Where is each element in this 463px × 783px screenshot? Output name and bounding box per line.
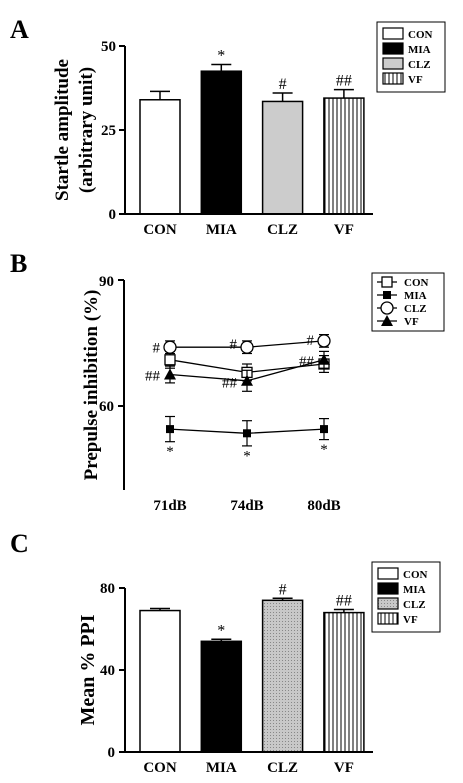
significance-mark: # [279, 76, 287, 93]
marker-triangle-filled [241, 374, 253, 386]
legend-label: CON [408, 29, 433, 41]
bar-con [139, 609, 181, 753]
significance-mark: # [153, 340, 161, 356]
significance-mark: # [230, 337, 238, 353]
x-tick-label: MIA [206, 760, 237, 776]
x-tick-label: VF [334, 760, 354, 776]
x-tick-label: CLZ [267, 760, 298, 776]
x-tick-label: CLZ [267, 222, 298, 238]
panel-c-legend: CON MIA CLZ VF [371, 561, 441, 633]
legend-swatch [382, 27, 404, 40]
legend-label: CLZ [403, 599, 426, 611]
bar-clz [261, 100, 304, 215]
marker-circle-open [163, 340, 177, 354]
marker-triangle-filled [318, 353, 330, 365]
marker-square-filled [166, 425, 174, 434]
panel-a-legend: CON MIA CLZ VF [376, 21, 446, 93]
significance-mark: ## [336, 73, 352, 90]
panel-a-axes: 50 25 0 [101, 39, 373, 223]
legend-label: CLZ [408, 59, 431, 71]
bar-mia [200, 640, 243, 753]
panel-a-bars: CON * MIA # CLZ ## VF [139, 47, 365, 238]
legend-label: CON [404, 277, 429, 289]
legend-swatch [382, 42, 404, 55]
x-tick-label: VF [334, 222, 354, 238]
marker-square-open [381, 276, 393, 288]
legend-swatch [377, 582, 399, 595]
legend-label: VF [408, 74, 423, 86]
panel-a-y-tick-label: 50 [101, 39, 116, 55]
panel-letter-b: B [10, 249, 27, 278]
significance-mark: ## [336, 593, 352, 610]
significance-mark: # [307, 333, 315, 349]
legend-label: CON [403, 569, 428, 581]
marker-square-filled [320, 425, 328, 434]
panel-c-y-tick-label: 80 [100, 581, 115, 597]
marker-circle-open [317, 334, 331, 348]
panel-a-y-axis-label: Startle amplitude [52, 59, 73, 201]
panel-letter-a: A [10, 15, 29, 44]
marker-triangle-filled [164, 368, 176, 380]
significance-mark: * [243, 448, 251, 464]
panel-c-y-axis-label: Mean % PPI [77, 614, 99, 725]
legend-swatch [377, 597, 399, 610]
panel-c-chart: CON * MIA # CLZ ## VF 80 40 0 Mean % PPI CON MI… [77, 561, 441, 776]
panel-b-y-tick-label: 90 [99, 274, 114, 290]
panel-a-y-tick-label: 25 [101, 123, 116, 139]
significance-mark: * [320, 442, 328, 458]
legend-label: VF [403, 614, 418, 626]
panel-b-y-tick-label: 60 [99, 399, 114, 415]
panel-a-chart: CON * MIA # CLZ ## VF 50 25 0 Startle amplitud… [52, 21, 446, 238]
x-tick-label: 74dB [230, 498, 263, 514]
legend-swatch [377, 567, 399, 580]
panel-b-y-axis-label: Prepulse inhibition (%) [81, 290, 102, 481]
x-tick-label: MIA [206, 222, 237, 238]
panel-b-plot: # # ### ####* * *71dB 74dB 80dB [145, 333, 341, 514]
marker-circle-open [380, 301, 394, 315]
significance-mark: * [217, 622, 225, 639]
panel-letter-c: C [10, 529, 29, 558]
significance-mark: ## [299, 354, 315, 370]
marker-circle-open [240, 340, 254, 354]
legend-swatch [382, 72, 404, 85]
legend-label: MIA [408, 44, 431, 56]
panel-b-axes: 90 60 [99, 274, 125, 490]
legend-label: CLZ [404, 303, 427, 315]
marker-square-open [164, 354, 176, 366]
bar-vf [323, 611, 365, 753]
significance-mark: # [279, 581, 287, 598]
marker-square-filled [383, 291, 391, 299]
bar-clz [261, 599, 304, 753]
x-tick-label: CON [143, 222, 177, 238]
panel-a-y-axis-label-2: (arbitrary unit) [76, 67, 97, 193]
significance-mark: ## [145, 369, 161, 385]
marker-triangle-filled [381, 315, 393, 326]
x-tick-label: 80dB [307, 498, 340, 514]
legend-swatch [377, 612, 399, 625]
significance-mark: ## [222, 376, 238, 392]
x-tick-label: 71dB [153, 498, 186, 514]
panel-a-y-tick-label: 0 [109, 207, 117, 223]
significance-mark: * [217, 47, 225, 64]
panel-b-chart: 90 60 Prepulse inhibition (%) # # ### ####*… [81, 272, 445, 514]
legend-swatch [382, 57, 404, 70]
panel-c-bars: CON * MIA # CLZ ## VF [139, 581, 365, 776]
panel-c-axes: 80 40 0 [100, 581, 373, 761]
significance-mark: * [166, 444, 174, 460]
marker-square-filled [243, 429, 251, 438]
bar-mia [200, 70, 243, 215]
bar-con [139, 99, 181, 215]
panel-c-y-tick-label: 0 [108, 745, 116, 761]
x-tick-label: CON [143, 760, 177, 776]
legend-label: MIA [403, 584, 426, 596]
panel-c-y-tick-label: 40 [100, 663, 115, 679]
legend-label: MIA [404, 290, 427, 302]
legend-label: VF [404, 316, 419, 328]
bar-vf [323, 97, 365, 215]
